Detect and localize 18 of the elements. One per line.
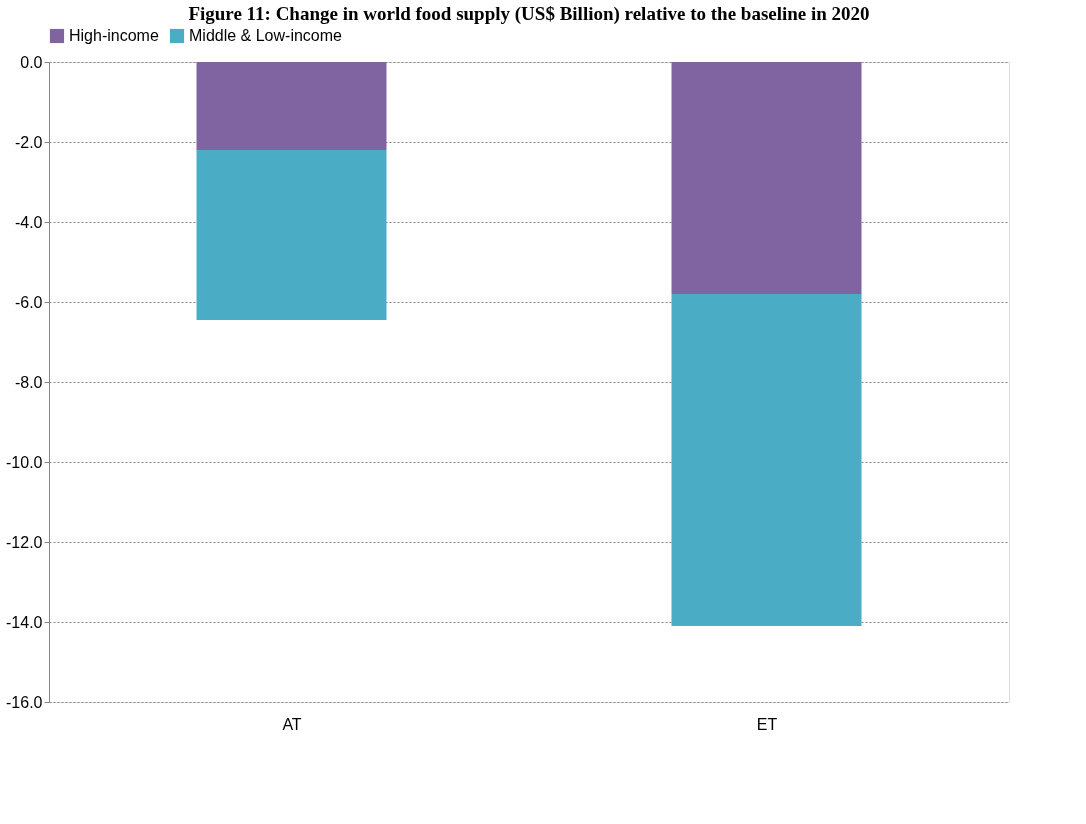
y-tick-label: -12.0: [6, 533, 43, 551]
legend-label: Middle & Low-income: [189, 27, 343, 44]
y-tick-label: -8.0: [14, 373, 43, 391]
y-tick-label: -14.0: [6, 613, 43, 631]
y-tick-label: 0.0: [20, 53, 43, 71]
bar: [196, 62, 387, 150]
bar: [196, 150, 387, 320]
y-tick-label: -16.0: [6, 693, 43, 711]
y-tick-label: -4.0: [14, 213, 43, 231]
chart-title: Figure 11: Change in world food supply (US$ Billion) relative to the baseline in 2020: [188, 3, 870, 25]
bar: [671, 62, 862, 294]
y-tick-label: -2.0: [14, 133, 43, 151]
y-tick-label: -10.0: [6, 453, 43, 471]
y-tick-label: -6.0: [14, 293, 43, 311]
x-tick-label: AT: [282, 715, 302, 733]
x-tick-label: ET: [756, 715, 778, 733]
legend-label: High-income: [69, 27, 159, 44]
bar: [671, 294, 862, 626]
